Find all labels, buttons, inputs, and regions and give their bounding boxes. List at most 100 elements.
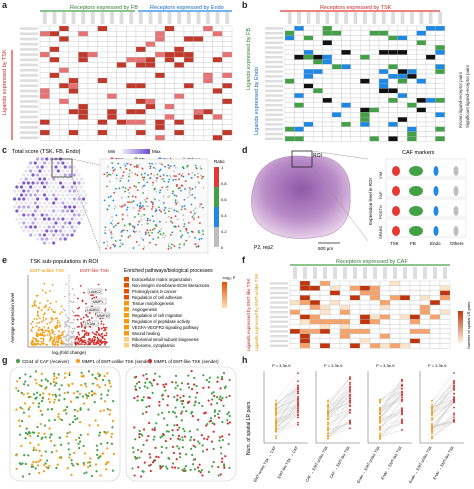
gene-dot [63, 335, 66, 338]
heat-cell [116, 31, 127, 37]
heat-cell [203, 41, 213, 47]
heat-cell [349, 285, 361, 291]
cell-dot [153, 372, 157, 375]
heat-cell [409, 280, 421, 286]
gene-dot [89, 326, 92, 328]
cell-dot [106, 431, 109, 434]
heat-cell [155, 83, 165, 89]
cell-dot [68, 456, 71, 459]
cell-dot [146, 217, 149, 220]
gene-dot [36, 311, 39, 314]
heat-cell [350, 73, 361, 79]
pathway-bar [124, 337, 129, 342]
gene-dot [44, 329, 47, 332]
heat-cell [388, 59, 398, 65]
gene-dot [40, 309, 43, 312]
heat-cell [313, 83, 323, 89]
heat-cell [331, 25, 342, 31]
heat-cell [183, 129, 194, 136]
heat-cell [399, 285, 411, 291]
heat-cell [322, 54, 333, 60]
receptor-tsk-title: Receptors expressed by TSK [320, 5, 392, 11]
heat-cell [39, 83, 50, 89]
heat-cell [313, 64, 323, 70]
gene-dot [101, 332, 104, 335]
heat-cell [359, 309, 371, 315]
heat-cell [49, 77, 60, 84]
heat-cell [313, 49, 323, 55]
cell-dot [108, 381, 112, 384]
spot [68, 213, 72, 217]
spot [72, 229, 76, 233]
heat-cell [49, 67, 60, 73]
heat-cell [339, 314, 351, 320]
spot [45, 165, 49, 169]
cell-dot [152, 459, 156, 462]
heat-cell [164, 62, 175, 68]
heat-cell [429, 290, 441, 296]
cell-dot [93, 401, 96, 404]
heat-cell [59, 88, 69, 94]
spot [63, 229, 67, 233]
heat-cell [369, 126, 380, 132]
spot [42, 161, 47, 165]
row-label-stub [20, 32, 38, 36]
cell-dot [183, 225, 186, 228]
heat-cell [193, 41, 204, 47]
heat-cell [369, 304, 381, 310]
spot [26, 181, 30, 185]
spot [36, 165, 40, 169]
heat-cell [164, 135, 175, 141]
cell-dot [174, 374, 178, 377]
spot [40, 165, 44, 169]
heat-cell [322, 97, 333, 103]
heat-cell [303, 54, 314, 60]
heat-cell [397, 107, 408, 113]
h-pval: P = 3.3e-9 [376, 363, 395, 368]
cell-dot [193, 468, 197, 471]
cell-dot [102, 409, 106, 412]
cell-dot [29, 442, 32, 445]
spot [22, 205, 26, 209]
heat-cell [116, 83, 127, 89]
cell-dot [104, 383, 107, 387]
spot [68, 189, 72, 193]
gene-dot [71, 310, 74, 313]
cell-dot [194, 236, 196, 239]
cell-dot [141, 186, 144, 189]
pathway-bar [124, 313, 129, 318]
cell-dot [55, 466, 58, 469]
heat-cell [135, 88, 146, 94]
spot [63, 221, 67, 225]
cell-dot [120, 231, 123, 233]
cell-dot [90, 474, 93, 478]
heat-cell [49, 25, 60, 32]
cell-dot [36, 391, 39, 394]
cell-dot [132, 451, 135, 454]
gene-dot [80, 338, 83, 341]
cell-dot [174, 406, 177, 409]
heat-cell [429, 280, 441, 286]
spot [49, 221, 54, 225]
panel-label: d [242, 145, 248, 155]
heat-cell [416, 54, 427, 60]
heat-cell [193, 36, 204, 42]
cell-dot [28, 472, 31, 476]
heat-cell [331, 83, 342, 89]
heat-cell [183, 51, 194, 58]
heat-cell [439, 290, 451, 296]
spot [59, 221, 63, 225]
gene-dot [36, 335, 39, 338]
heat-cell [409, 309, 421, 315]
cell-dot [171, 434, 175, 437]
cell-dot [148, 241, 151, 244]
cell-dot [135, 382, 139, 385]
heat-cell [435, 97, 445, 103]
spot [22, 221, 26, 225]
gene-dot [96, 336, 99, 339]
heat-cell [341, 25, 351, 31]
heat-cell [407, 93, 417, 99]
cell-dot [187, 173, 190, 176]
violin [392, 226, 400, 236]
gene-dot [94, 343, 97, 346]
